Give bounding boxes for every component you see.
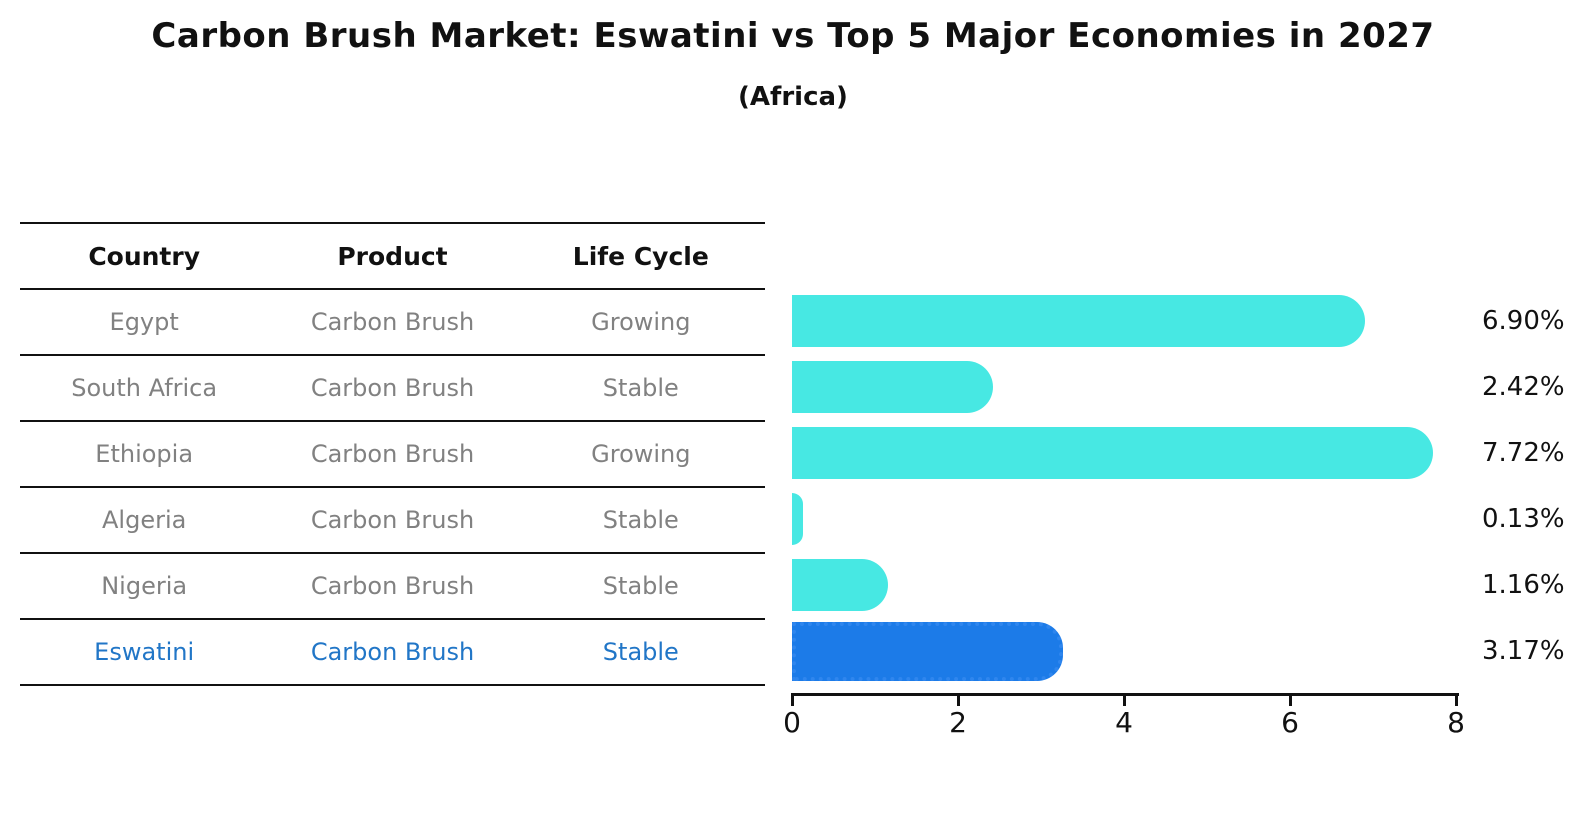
- table-cell-country: Egypt: [109, 308, 179, 336]
- table-cell-life-cycle: Stable: [602, 374, 679, 402]
- table-row: Eswatini Carbon Brush Stable: [20, 620, 765, 686]
- x-axis-tick-label: 4: [1115, 706, 1133, 739]
- bar-value-label: 2.42%: [1482, 372, 1565, 402]
- table-cell-country: Algeria: [102, 506, 187, 534]
- table-cell-life-cycle: Stable: [602, 572, 679, 600]
- bar-south-africa: [792, 361, 993, 413]
- bar-row: [792, 618, 1456, 684]
- table-cell-country: Nigeria: [101, 572, 188, 600]
- country-table: Country Product Life Cycle Egypt Carbon B…: [20, 222, 765, 686]
- table-body: Egypt Carbon Brush Growing South Africa Carb…: [20, 290, 765, 686]
- table-row: Algeria Carbon Brush Stable: [20, 488, 765, 554]
- column-header-product: Product: [337, 241, 448, 271]
- bar-value-label: 7.72%: [1482, 438, 1565, 468]
- column-header-country: Country: [88, 241, 201, 271]
- bar-ethiopia: [792, 427, 1433, 479]
- table-cell-product: Carbon Brush: [310, 506, 475, 534]
- table-row: Ethiopia Carbon Brush Growing: [20, 422, 765, 488]
- x-axis-tick-mark: [957, 696, 960, 706]
- table-cell-product: Carbon Brush: [310, 440, 475, 468]
- table-row: Nigeria Carbon Brush Stable: [20, 554, 765, 620]
- column-header-lifecycle: Life Cycle: [572, 241, 709, 271]
- bar-row: [792, 288, 1456, 354]
- chart-subtitle: (Africa): [738, 82, 848, 112]
- table-cell-country: Ethiopia: [95, 440, 194, 468]
- bar-algeria: [792, 493, 803, 545]
- table-cell-product: Carbon Brush: [310, 308, 475, 336]
- table-cell-life-cycle: Stable: [602, 506, 679, 534]
- value-labels: 6.90% 2.42% 7.72% 0.13% 1.16% 3.17%: [1482, 288, 1582, 684]
- x-axis-tick-mark: [791, 696, 794, 706]
- table-cell-life-cycle: Growing: [591, 308, 691, 336]
- table-cell-country: Eswatini: [94, 638, 195, 666]
- table-header-row: Country Product Life Cycle: [20, 222, 765, 290]
- table-cell-product: Carbon Brush: [310, 374, 475, 402]
- bar-value-label: 0.13%: [1482, 504, 1565, 534]
- x-axis-tick-mark: [1123, 696, 1126, 706]
- table-cell-product: Carbon Brush: [310, 638, 475, 666]
- bar-row: [792, 420, 1456, 486]
- bar-row: [792, 552, 1456, 618]
- table-cell-country: South Africa: [71, 374, 218, 402]
- x-axis-tick-mark: [1289, 696, 1292, 706]
- x-axis-tick-label: 2: [949, 706, 967, 739]
- bar-value-label: 6.90%: [1482, 306, 1565, 336]
- x-axis-tick-label: 8: [1447, 706, 1465, 739]
- table-cell-product: Carbon Brush: [310, 572, 475, 600]
- table-row: Egypt Carbon Brush Growing: [20, 290, 765, 356]
- bar-value-label: 3.17%: [1482, 636, 1565, 666]
- table-cell-life-cycle: Stable: [602, 638, 679, 666]
- x-axis-tick-label: 0: [783, 706, 801, 739]
- bar-row: [792, 354, 1456, 420]
- x-axis-line: [791, 693, 1459, 696]
- table-row: South Africa Carbon Brush Stable: [20, 356, 765, 422]
- bar-plot: [792, 288, 1456, 684]
- bar-egypt: [792, 295, 1365, 347]
- bar-value-label: 1.16%: [1482, 570, 1565, 600]
- bar-nigeria: [792, 559, 889, 611]
- table-cell-life-cycle: Growing: [591, 440, 691, 468]
- bar-highlight-eswatini: [792, 621, 1064, 681]
- x-axis-tick-label: 6: [1281, 706, 1299, 739]
- chart-title: Carbon Brush Market: Eswatini vs Top 5 M…: [151, 16, 1435, 56]
- bar-row: [792, 486, 1456, 552]
- x-axis-tick-mark: [1455, 696, 1458, 706]
